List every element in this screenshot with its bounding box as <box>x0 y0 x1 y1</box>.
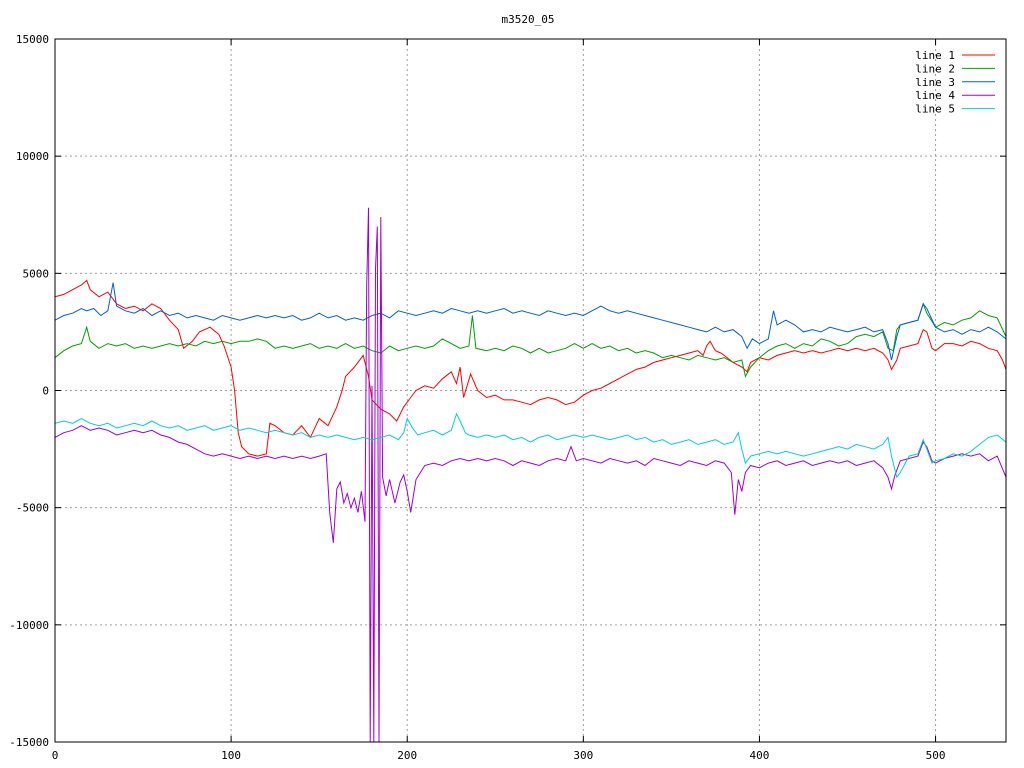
x-tick-label: 500 <box>926 749 946 762</box>
legend-label-2: line 2 <box>915 62 955 75</box>
y-tick-label: -5000 <box>16 502 49 515</box>
legend-label-4: line 4 <box>915 89 955 102</box>
series-line-2 <box>55 302 1006 378</box>
series-line-1 <box>55 279 1006 457</box>
legend-label-5: line 5 <box>915 103 955 116</box>
series-layer <box>55 207 1006 742</box>
series-line-4 <box>55 207 1006 742</box>
chart-title: m3520_05 <box>502 13 555 26</box>
y-tick-label: 15000 <box>16 33 49 46</box>
legend-label-1: line 1 <box>915 49 955 62</box>
series-line-5 <box>55 412 1006 479</box>
axis-ticks: 0 100 200 300 400 500 -15000 -10000 -5000 0 5000 10… <box>9 33 1006 762</box>
x-tick-label: 0 <box>52 749 59 762</box>
y-tick-label: -15000 <box>9 736 49 749</box>
y-tick-label: -10000 <box>9 619 49 632</box>
x-tick-label: 200 <box>397 749 417 762</box>
y-tick-label: 0 <box>42 385 49 398</box>
series-line-3 <box>55 282 1006 361</box>
x-tick-label: 300 <box>573 749 593 762</box>
x-tick-label: 100 <box>221 749 241 762</box>
y-tick-label: 5000 <box>23 267 50 280</box>
legend-label-3: line 3 <box>915 76 955 89</box>
grid-lines <box>55 39 1006 742</box>
y-tick-label: 10000 <box>16 150 49 163</box>
x-tick-label: 400 <box>750 749 770 762</box>
